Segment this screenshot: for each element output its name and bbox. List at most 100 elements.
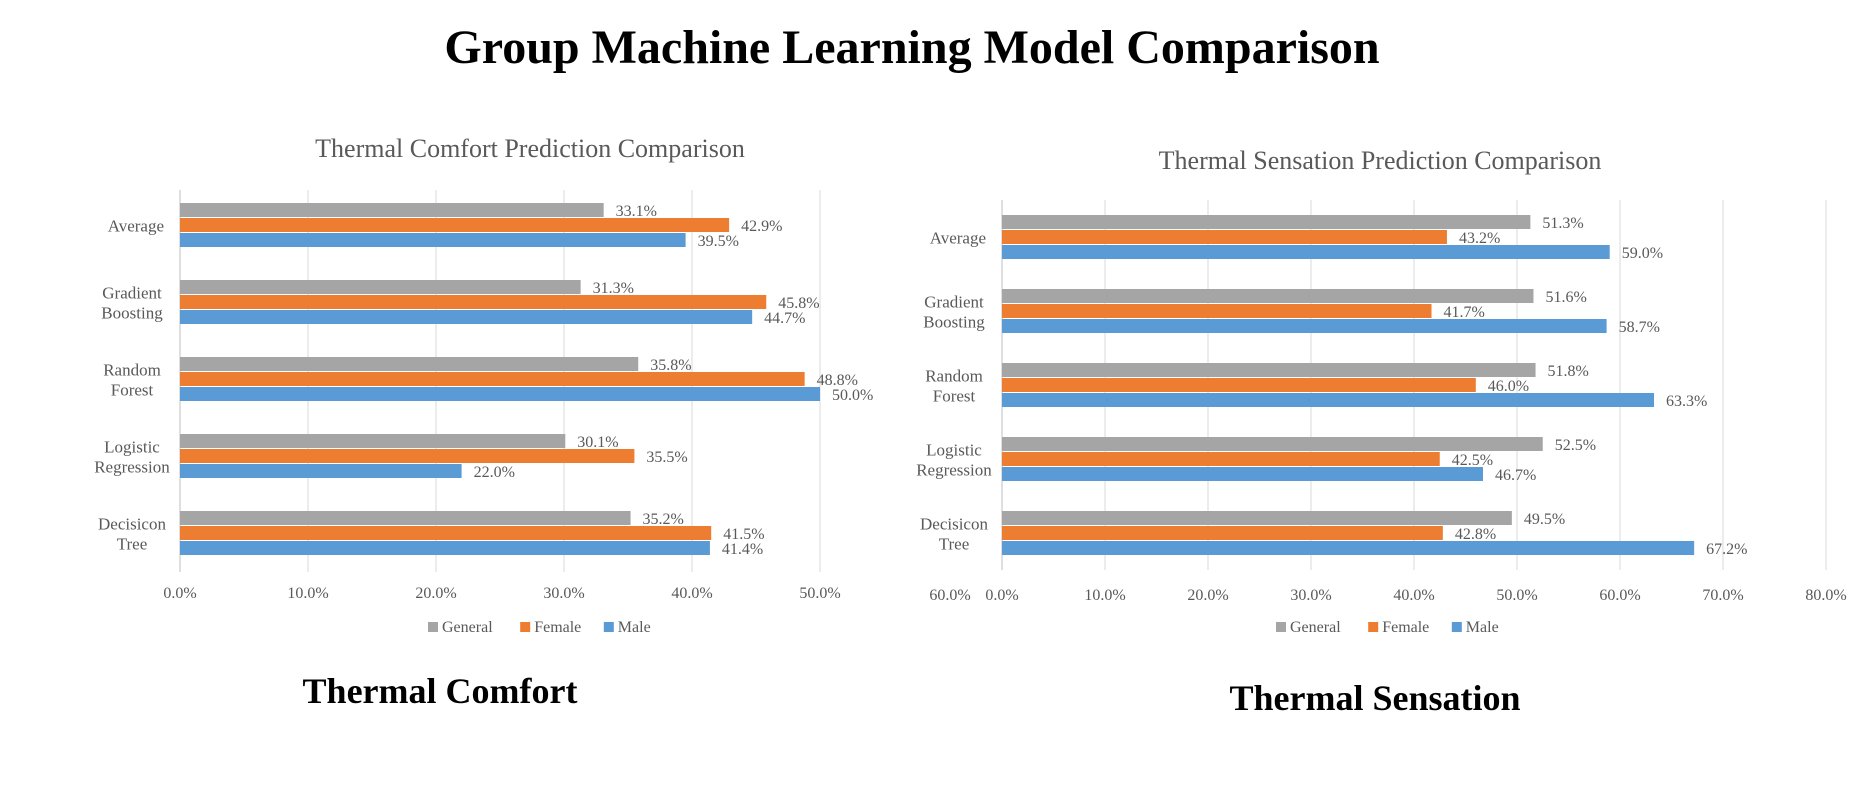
x-tick-label-sensation: 80.0% [1805, 587, 1846, 604]
bar-sensation-decisicon-tree-female [1002, 526, 1443, 540]
x-tick-label-comfort: 10.0% [287, 585, 328, 602]
data-label-comfort-logistic-regression-general: 30.1% [577, 434, 618, 451]
legend-label-sensation-male: Male [1466, 619, 1499, 636]
data-label-comfort-logistic-regression-male: 22.0% [474, 464, 515, 481]
x-tick-label-comfort: 0.0% [163, 585, 196, 602]
bar-sensation-logistic-regression-female [1002, 452, 1440, 466]
category-label-sensation-gradient-boosting: Gradient Boosting [923, 293, 985, 332]
bar-comfort-random-forest-general [180, 357, 639, 371]
category-label-line: Logistic [104, 438, 160, 457]
data-label-sensation-average-general: 51.3% [1542, 215, 1583, 232]
data-label-comfort-random-forest-female: 48.8% [817, 372, 858, 389]
bar-comfort-random-forest-female [180, 372, 805, 386]
x-tick-label-comfort: 20.0% [415, 585, 456, 602]
legend-swatch-sensation-male [1451, 622, 1462, 632]
category-label-line: Forest [933, 387, 976, 406]
bar-sensation-gradient-boosting-general [1002, 289, 1534, 303]
bar-comfort-average-female [180, 218, 730, 232]
chart-title-thermal-comfort: Thermal Comfort Prediction Comparison [315, 134, 745, 163]
data-label-comfort-average-general: 33.1% [616, 203, 657, 220]
data-label-sensation-decisicon-tree-female: 42.8% [1455, 526, 1496, 543]
category-label-line: Forest [111, 381, 154, 400]
bar-sensation-decisicon-tree-general [1002, 511, 1512, 525]
caption-thermal-sensation: Thermal Sensation [1229, 678, 1521, 718]
legend-label-comfort-male: Male [618, 619, 651, 636]
bar-comfort-average-male [180, 233, 686, 247]
legend-label-sensation-general: General [1290, 619, 1341, 636]
data-label-sensation-logistic-regression-female: 42.5% [1452, 452, 1493, 469]
x-tick-label-sensation: 30.0% [1290, 587, 1331, 604]
bar-comfort-decisicon-tree-male [180, 541, 710, 555]
data-label-comfort-decisicon-tree-male: 41.4% [722, 541, 763, 558]
data-label-comfort-average-female: 42.9% [741, 218, 782, 235]
data-label-sensation-decisicon-tree-male: 67.2% [1706, 541, 1747, 558]
category-label-line: Boosting [101, 304, 163, 323]
data-label-sensation-random-forest-general: 51.8% [1548, 363, 1589, 380]
category-label-line: Random [103, 361, 161, 380]
x-tick-label-sensation: 60.0% [929, 587, 970, 604]
category-label-comfort-logistic-regression: Logistic Regression [94, 438, 170, 477]
legend-swatch-comfort-female [520, 622, 531, 632]
bar-sensation-decisicon-tree-male [1002, 541, 1695, 555]
data-label-comfort-gradient-boosting-male: 44.7% [764, 310, 805, 327]
x-tick-label-sensation: 50.0% [1496, 587, 1537, 604]
bar-sensation-logistic-regression-general [1002, 437, 1543, 451]
bar-sensation-random-forest-male [1002, 393, 1654, 407]
data-label-sensation-gradient-boosting-general: 51.6% [1545, 289, 1586, 306]
legend-swatch-sensation-general [1276, 622, 1286, 632]
bar-sensation-average-female [1002, 230, 1447, 244]
category-label-line: Decisicon [920, 515, 988, 534]
bar-sensation-gradient-boosting-male [1002, 319, 1607, 333]
legend-label-comfort-general: General [442, 619, 493, 636]
data-label-comfort-decisicon-tree-general: 35.2% [643, 511, 684, 528]
x-tick-label-comfort: 30.0% [543, 585, 584, 602]
bar-comfort-average-general [180, 203, 604, 217]
bar-sensation-average-male [1002, 245, 1610, 259]
legend-label-sensation-female: Female [1382, 619, 1429, 636]
data-label-comfort-gradient-boosting-female: 45.8% [778, 295, 819, 312]
bar-sensation-random-forest-female [1002, 378, 1476, 392]
category-label-sensation-logistic-regression: Logistic Regression [916, 441, 992, 480]
bar-comfort-logistic-regression-female [180, 449, 635, 463]
legend-swatch-comfort-general [428, 622, 438, 632]
x-tick-label-sensation: 0.0% [985, 587, 1018, 604]
category-label-sensation-random-forest: Random Forest [925, 367, 983, 406]
category-label-line: Tree [117, 535, 148, 554]
bar-comfort-gradient-boosting-female [180, 295, 767, 309]
x-tick-label-sensation: 60.0% [1599, 587, 1640, 604]
data-label-comfort-logistic-regression-female: 35.5% [646, 449, 687, 466]
category-label-line: Random [925, 367, 983, 386]
x-tick-label-sensation: 70.0% [1702, 587, 1743, 604]
data-label-sensation-random-forest-male: 63.3% [1666, 393, 1707, 410]
category-label-line: Gradient [102, 284, 162, 303]
bar-sensation-random-forest-general [1002, 363, 1536, 377]
category-label-sensation-decisicon-tree: Decisicon Tree [920, 515, 988, 554]
category-label-line: Gradient [924, 293, 984, 312]
category-label-line: Boosting [923, 313, 985, 332]
category-label-line: Tree [939, 535, 970, 554]
data-label-sensation-random-forest-female: 46.0% [1488, 378, 1529, 395]
category-label-line: Regression [916, 461, 992, 480]
category-label-line: Regression [94, 458, 170, 477]
bar-comfort-gradient-boosting-general [180, 280, 581, 294]
category-label-sensation-average: Average [930, 229, 986, 248]
bar-sensation-gradient-boosting-female [1002, 304, 1432, 318]
data-label-comfort-random-forest-male: 50.0% [832, 387, 873, 404]
caption-thermal-comfort: Thermal Comfort [302, 671, 578, 711]
x-tick-label-sensation: 40.0% [1393, 587, 1434, 604]
bar-comfort-logistic-regression-general [180, 434, 566, 448]
category-label-comfort-gradient-boosting: Gradient Boosting [101, 284, 163, 323]
category-label-comfort-random-forest: Random Forest [103, 361, 161, 400]
data-label-sensation-gradient-boosting-male: 58.7% [1619, 319, 1660, 336]
data-label-sensation-decisicon-tree-general: 49.5% [1524, 511, 1565, 528]
bar-comfort-gradient-boosting-male [180, 310, 753, 324]
data-label-sensation-logistic-regression-general: 52.5% [1555, 437, 1596, 454]
legend-swatch-comfort-male [603, 622, 614, 632]
category-label-line: Logistic [926, 441, 982, 460]
category-label-line: Decisicon [98, 515, 166, 534]
x-tick-label-sensation: 20.0% [1187, 587, 1228, 604]
x-tick-label-sensation: 10.0% [1084, 587, 1125, 604]
bar-comfort-random-forest-male [180, 387, 820, 401]
data-label-sensation-average-female: 43.2% [1459, 230, 1500, 247]
